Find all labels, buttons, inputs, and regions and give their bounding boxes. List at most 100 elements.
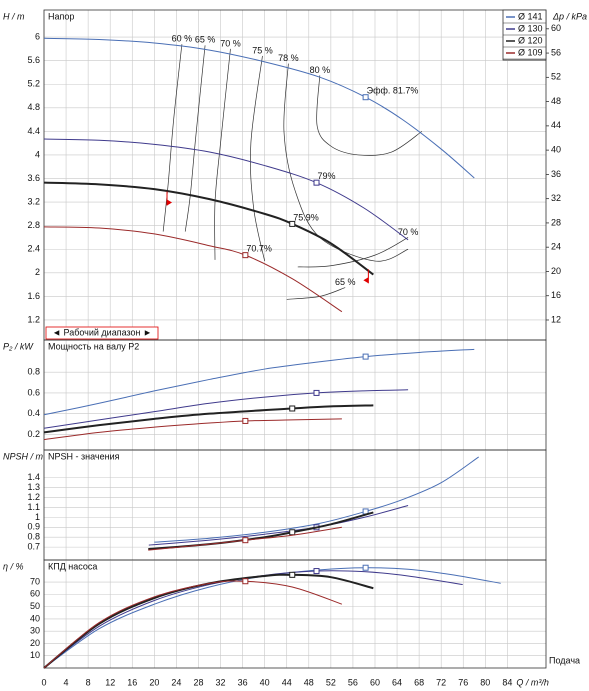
- y-tick-label: 5.2: [27, 79, 40, 89]
- y-tick-label: 20: [30, 638, 40, 648]
- operating-point: [289, 220, 296, 227]
- y2-tick-label: 60: [551, 23, 561, 33]
- operating-point: [242, 252, 249, 259]
- operating-point: [242, 578, 249, 585]
- operating-point: [242, 537, 249, 544]
- y2-tick-label: 36: [551, 169, 561, 179]
- y2-tick-label: 16: [551, 290, 561, 300]
- legend-label: Ø 109: [518, 47, 543, 57]
- operating-point-label: 79%: [318, 171, 336, 181]
- panel-frame: [43, 559, 547, 669]
- curve: [43, 348, 475, 416]
- curve: [43, 418, 342, 441]
- x-tick-label: 60: [370, 677, 380, 687]
- iso-efficiency-line: [162, 44, 183, 232]
- x-tick-label: 4: [64, 677, 69, 687]
- panel-title: Мощность на валу P2: [48, 341, 139, 351]
- x-tick-label: 64: [392, 677, 402, 687]
- y-tick-label: 4: [35, 149, 40, 159]
- y-tick-label: 70: [30, 576, 40, 586]
- y2-tick-label: 48: [551, 96, 561, 106]
- legend-label: Ø 130: [518, 23, 543, 33]
- panel-title: КПД насоса: [48, 561, 97, 571]
- iso-efficiency-line: [297, 237, 409, 268]
- range-box: [45, 326, 159, 340]
- y-tick-label: 3.6: [27, 173, 40, 183]
- curve: [43, 580, 343, 669]
- x-tick-label: 68: [414, 677, 424, 687]
- y-axis-label: NPSH / m: [3, 451, 44, 461]
- operating-point-label: Эфф. 81.7%: [367, 86, 419, 96]
- x-tick-label: 28: [193, 677, 203, 687]
- curve: [43, 573, 374, 669]
- iso-efficiency-line: [250, 55, 266, 262]
- y-tick-label: 0.8: [27, 532, 40, 542]
- y-tick-label: 4.4: [27, 126, 40, 136]
- y-tick-label: 4.8: [27, 102, 40, 112]
- y-tick-label: 2.8: [27, 220, 40, 230]
- y-tick-label: 6: [35, 31, 40, 41]
- y-tick-label: 0.9: [27, 522, 40, 532]
- iso-efficiency-label: 65 %: [195, 35, 216, 45]
- range-arrow: [363, 277, 369, 284]
- iso-efficiency-label: 70 %: [220, 38, 241, 48]
- y-tick-label: 1.3: [27, 482, 40, 492]
- curve: [43, 181, 374, 276]
- x-tick-label: 24: [171, 677, 181, 687]
- y-axis-label: H / m: [3, 11, 25, 21]
- y-tick-label: 2: [35, 267, 40, 277]
- iso-efficiency-line: [316, 75, 423, 156]
- x-tick-label: 44: [282, 677, 292, 687]
- iso-efficiency-label: 80 %: [310, 65, 331, 75]
- panel-title: Напор: [48, 11, 74, 21]
- y-tick-label: 1: [35, 512, 40, 522]
- operating-point: [289, 571, 296, 578]
- y-tick-label: 0.4: [27, 408, 40, 418]
- y-tick-label: 40: [30, 613, 40, 623]
- y-tick-label: 2.4: [27, 244, 40, 254]
- y2-tick-label: 12: [551, 314, 561, 324]
- iso-efficiency-label: 60 %: [172, 34, 193, 44]
- x-tick-label: 8: [86, 677, 91, 687]
- x-tick-label: 84: [502, 677, 512, 687]
- curve: [43, 226, 343, 313]
- operating-point-label: 70.7%: [246, 244, 272, 254]
- y-tick-label: 1.4: [27, 472, 40, 482]
- operating-point: [289, 405, 296, 412]
- x-tick-label: 16: [127, 677, 137, 687]
- operating-point: [242, 417, 249, 424]
- x-tick-label: 56: [348, 677, 358, 687]
- operating-point: [362, 564, 369, 571]
- y2-tick-label: 56: [551, 47, 561, 57]
- curve: [43, 37, 475, 179]
- x-axis-sublabel: Подача: [549, 655, 580, 665]
- x-tick-label: 20: [149, 677, 159, 687]
- y-tick-label: 0.7: [27, 541, 40, 551]
- curve: [43, 404, 374, 434]
- x-tick-label: 48: [304, 677, 314, 687]
- y2-tick-label: 28: [551, 217, 561, 227]
- iso-efficiency-label: 78 %: [278, 53, 299, 63]
- range-arrow: [167, 199, 173, 206]
- operating-point: [362, 94, 369, 101]
- y2-tick-label: 40: [551, 145, 561, 155]
- curve: [43, 138, 409, 241]
- x-tick-label: 72: [436, 677, 446, 687]
- x-tick-label: 32: [216, 677, 226, 687]
- operating-point: [313, 179, 320, 186]
- curve: [154, 456, 479, 543]
- y-tick-label: 5.6: [27, 55, 40, 65]
- curve: [43, 389, 409, 429]
- iso-efficiency-label: 65 %: [335, 277, 356, 287]
- operating-point-label: 75.9%: [293, 212, 319, 222]
- y2-axis-label: Δp / kPa: [552, 11, 587, 21]
- iso-efficiency-line: [283, 63, 409, 262]
- operating-point: [313, 389, 320, 396]
- y-tick-label: 10: [30, 650, 40, 660]
- y-tick-label: 1.2: [27, 314, 40, 324]
- x-tick-label: 76: [458, 677, 468, 687]
- y2-tick-label: 20: [551, 266, 561, 276]
- x-tick-label: 12: [105, 677, 115, 687]
- legend-label: Ø 141: [518, 11, 543, 21]
